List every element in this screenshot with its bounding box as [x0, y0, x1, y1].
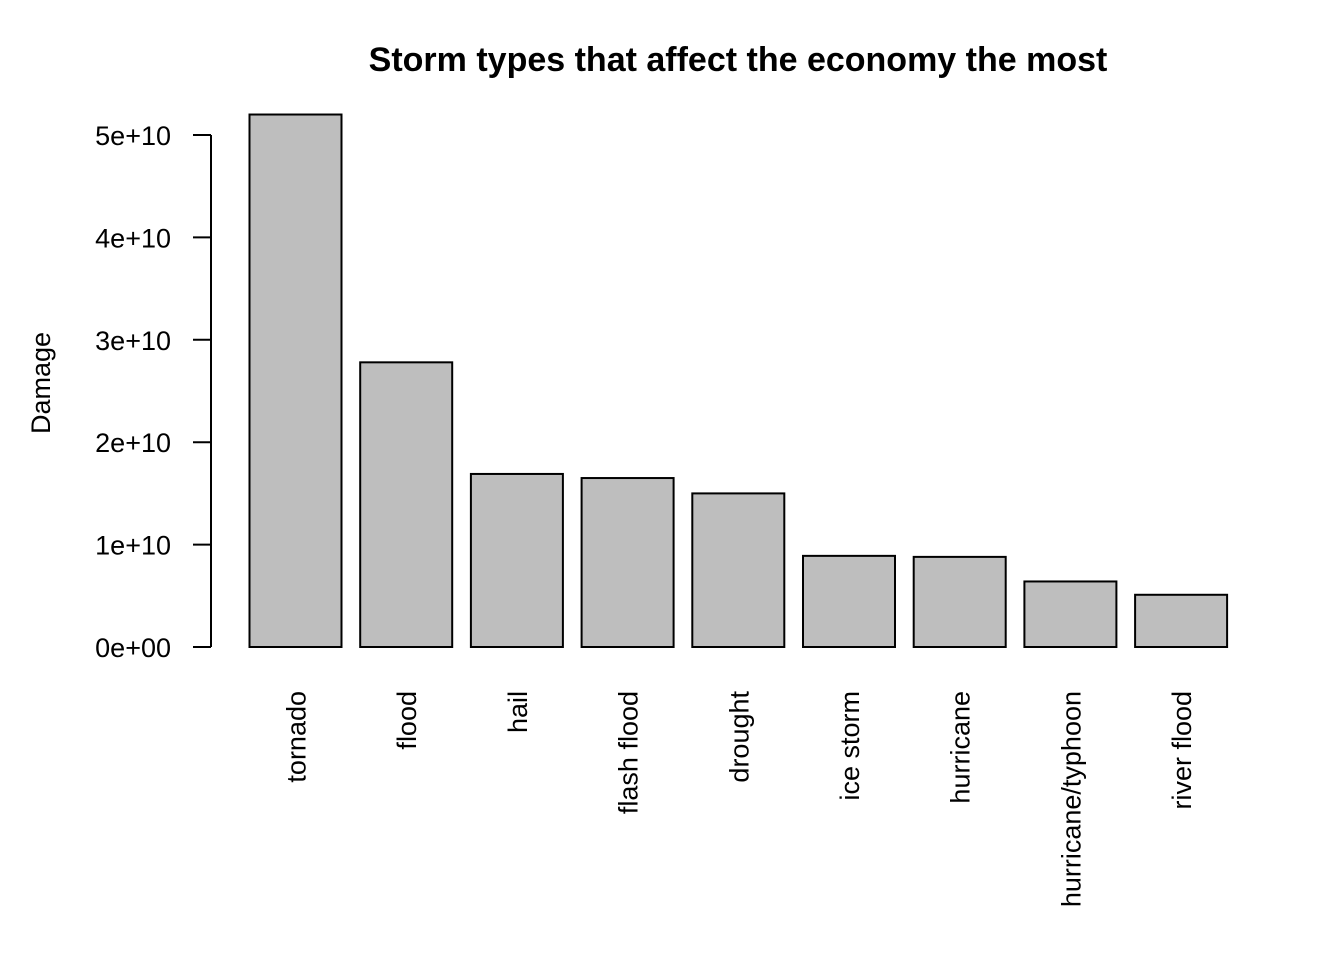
x-tick-label: flood	[392, 691, 422, 750]
y-axis: 0e+00 1e+10 2e+10 3e+10 4e+10 5e+10	[95, 121, 212, 663]
bar-tornado	[248, 113, 343, 648]
x-axis-labels: tornado flood hail flash flood drought ice st…	[282, 691, 1198, 908]
x-tick-label: ice storm	[835, 691, 865, 801]
bar-ice-storm	[802, 554, 896, 649]
x-tick-label: drought	[724, 691, 754, 783]
bar-flash-flood	[580, 477, 675, 649]
y-tick-label: 1e+10	[95, 531, 171, 561]
x-tick-label: hurricane/typhoon	[1056, 691, 1086, 907]
y-tick-label: 4e+10	[95, 223, 171, 253]
bar-hurricane	[912, 555, 1007, 648]
y-tick-label: 3e+10	[95, 326, 171, 356]
y-tick-label: 5e+10	[95, 121, 171, 151]
x-tick-label: hail	[503, 691, 533, 733]
x-tick-label: tornado	[282, 691, 312, 783]
x-tick-label: hurricane	[946, 691, 976, 804]
x-tick-label: flash flood	[614, 691, 644, 814]
bar-flood	[359, 361, 454, 648]
y-tick-label: 0e+00	[95, 633, 171, 663]
y-tick-label: 2e+10	[95, 428, 171, 458]
bar-hurricane-typhoon	[1023, 580, 1118, 648]
chart-title: Storm types that affect the economy the …	[369, 41, 1108, 79]
bar-hail	[469, 472, 564, 648]
x-tick-label: river flood	[1167, 691, 1197, 810]
bars	[248, 113, 1229, 649]
bar-drought	[691, 492, 786, 648]
bar-river-flood	[1134, 593, 1229, 648]
y-axis-label: Damage	[26, 332, 56, 434]
